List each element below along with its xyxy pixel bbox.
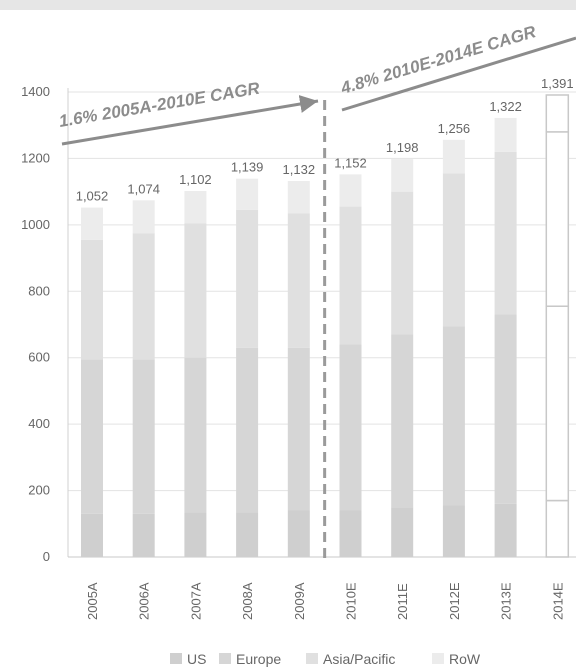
bar-segment-europe bbox=[494, 314, 517, 504]
y-tick-label: 800 bbox=[28, 283, 50, 298]
x-axis: 2005A 2006A 2007A 2008A 2009A 2010E 2011E 2012E… bbox=[85, 582, 565, 620]
bars bbox=[81, 94, 570, 558]
x-tick-label: 2011E bbox=[395, 583, 410, 620]
top-strip bbox=[0, 0, 576, 10]
bar-segment-europe bbox=[132, 359, 155, 514]
bar-segment-row bbox=[442, 139, 465, 174]
bar-segment-europe bbox=[236, 347, 259, 513]
total-label: 1,391 bbox=[541, 76, 574, 91]
y-tick-label: 600 bbox=[28, 350, 50, 365]
bar-segment-europe bbox=[339, 344, 362, 511]
total-label: 1,052 bbox=[76, 189, 109, 204]
bar-segment-europe bbox=[287, 347, 310, 511]
bar-segment-us bbox=[81, 513, 103, 557]
bar-segment-asia-pacific bbox=[391, 191, 414, 335]
x-tick-label: 2005A bbox=[85, 582, 100, 620]
cagr-arrow-1 bbox=[61, 95, 319, 146]
bar-segment-europe bbox=[184, 357, 207, 513]
bar-segment-asia-pacific bbox=[339, 206, 362, 345]
bar-segment-europe bbox=[545, 305, 570, 502]
legend-label: RoW bbox=[449, 651, 481, 667]
y-tick-label: 200 bbox=[28, 483, 50, 498]
bar-segment-asia-pacific bbox=[442, 173, 465, 327]
bar-segment-europe bbox=[391, 334, 414, 508]
legend-label: Europe bbox=[236, 651, 281, 667]
x-tick-label: 2006A bbox=[137, 582, 152, 620]
total-label: 1,256 bbox=[438, 121, 471, 136]
bar-segment-asia-pacific bbox=[184, 223, 207, 358]
bar-segment-europe bbox=[81, 359, 103, 514]
total-label: 1,322 bbox=[489, 99, 522, 114]
x-tick-label: 2014E bbox=[550, 582, 565, 620]
cagr-label-1: 1.6% 2005A-2010E CAGR bbox=[58, 79, 262, 131]
bar-segment-asia-pacific bbox=[132, 233, 155, 360]
x-tick-label: 2013E bbox=[499, 582, 514, 620]
y-tick-label: 1400 bbox=[21, 84, 50, 99]
total-label: 1,139 bbox=[231, 160, 264, 175]
x-tick-label: 2012E bbox=[447, 582, 462, 620]
legend-swatch bbox=[170, 653, 182, 664]
bar-segment-asia-pacific bbox=[287, 213, 310, 348]
bar-segment-row bbox=[287, 181, 310, 214]
legend-swatch bbox=[432, 653, 444, 664]
bar-segment-asia-pacific bbox=[545, 131, 570, 307]
bar-segment-row bbox=[81, 207, 103, 240]
x-tick-label: 2009A bbox=[292, 582, 307, 620]
total-label: 1,152 bbox=[334, 155, 367, 170]
bar-segment-us bbox=[442, 505, 465, 557]
bar-segment-us bbox=[287, 510, 310, 557]
bar-segment-asia-pacific bbox=[494, 151, 517, 315]
total-label: 1,198 bbox=[386, 140, 419, 155]
y-tick-label: 1000 bbox=[21, 217, 50, 232]
y-tick-label: 400 bbox=[28, 416, 50, 431]
bar-segment-row bbox=[391, 159, 414, 192]
legend-label: Asia/Pacific bbox=[323, 651, 395, 667]
bar-segment-row bbox=[184, 190, 207, 224]
bar-segment-europe bbox=[442, 326, 465, 506]
bar-segment-row bbox=[494, 117, 517, 152]
legend-swatch bbox=[306, 653, 318, 664]
x-tick-label: 2008A bbox=[240, 582, 255, 620]
bar-segment-us bbox=[545, 499, 570, 558]
x-tick-label: 2010E bbox=[344, 582, 359, 620]
bar-segment-asia-pacific bbox=[81, 239, 103, 360]
total-labels: 1,052 1,074 1,102 1,139 1,132 1,152 1,198 1,256… bbox=[76, 76, 574, 204]
x-tick-label: 2007A bbox=[188, 582, 203, 620]
total-label: 1,074 bbox=[127, 181, 160, 196]
total-label: 1,132 bbox=[283, 162, 316, 177]
bar-segment-row bbox=[545, 94, 570, 133]
total-label: 1,102 bbox=[179, 172, 212, 187]
bar-segment-row bbox=[236, 178, 259, 210]
bar-segment-asia-pacific bbox=[236, 209, 259, 348]
y-tick-label: 1200 bbox=[21, 150, 50, 165]
bar-segment-row bbox=[132, 200, 155, 234]
legend-label: US bbox=[187, 651, 206, 667]
bar-segment-us bbox=[339, 510, 362, 557]
bar-segment-us bbox=[132, 513, 155, 557]
bar-segment-us bbox=[236, 512, 259, 557]
legend: US Europe Asia/Pacific RoW bbox=[170, 651, 481, 667]
y-tick-label: 0 bbox=[43, 549, 50, 564]
legend-swatch bbox=[219, 653, 231, 664]
bar-segment-us bbox=[494, 503, 517, 557]
bar-segment-us bbox=[184, 512, 207, 557]
cagr-arrow-2 bbox=[341, 36, 576, 112]
bar-segment-row bbox=[339, 174, 362, 207]
bar-segment-us bbox=[391, 507, 414, 557]
